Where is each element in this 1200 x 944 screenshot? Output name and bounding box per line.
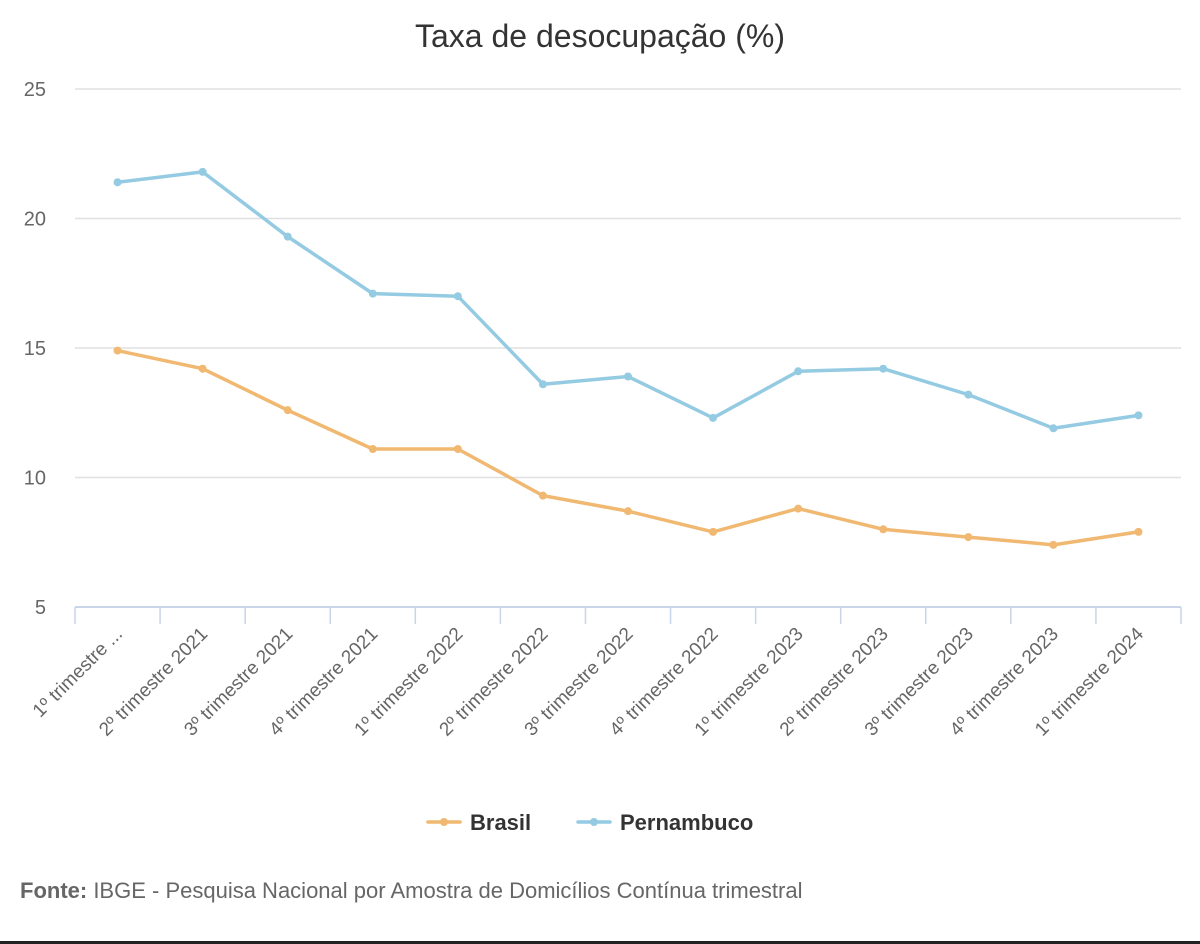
data-point [624,372,632,381]
data-point [879,364,888,373]
data-point [1134,527,1143,536]
series-pernambuco [113,167,1143,433]
y-tick-label-15: 15 [24,338,46,360]
legend-swatch-marker [590,818,598,826]
source-text: IBGE - Pesquisa Nacional por Amostra de … [87,878,803,903]
chart-title: Taxa de desocupação (%) [415,18,785,54]
y-tick-label-10: 10 [24,468,46,490]
data-point [113,178,122,187]
legend-label: Brasil [470,810,531,835]
data-point [198,364,207,373]
y-tick-label-20: 20 [24,209,46,231]
source-note: Fonte: IBGE - Pesquisa Nacional por Amos… [20,878,803,904]
legend-item-brasil: Brasil [426,810,531,835]
data-point [1134,411,1143,420]
source-label: Fonte: [20,878,88,903]
series-lines [113,167,1143,549]
data-point [794,367,803,376]
data-point [113,346,122,355]
data-point [538,380,547,389]
data-point [624,507,632,516]
data-point [453,292,462,301]
legend-label: Pernambuco [620,810,753,835]
series-line [115,170,1141,431]
data-point [283,232,292,241]
legend: Brasil Pernambuco [426,810,753,835]
data-point [964,533,973,542]
data-point [453,445,462,454]
x-tick-label: 1º trimestre ... [29,624,127,722]
bottom-border [0,941,1200,944]
data-point [879,525,888,534]
data-point [283,406,292,415]
data-point [368,445,377,454]
data-point [709,527,718,536]
y-tick-label-5: 5 [35,597,46,619]
y-axis: 5 10 15 20 25 [24,79,46,619]
y-tick-label-25: 25 [24,79,46,101]
legend-item-pernambuco: Pernambuco [576,810,753,835]
data-point [964,390,973,399]
data-point [709,413,718,422]
data-point [1049,424,1058,433]
data-point [368,289,377,298]
data-point [198,167,207,176]
legend-swatch-marker [440,818,448,826]
data-point [794,504,803,513]
data-point [1049,540,1058,549]
series-brasil [113,346,1143,549]
data-point [538,491,547,500]
gridlines [75,88,1181,479]
